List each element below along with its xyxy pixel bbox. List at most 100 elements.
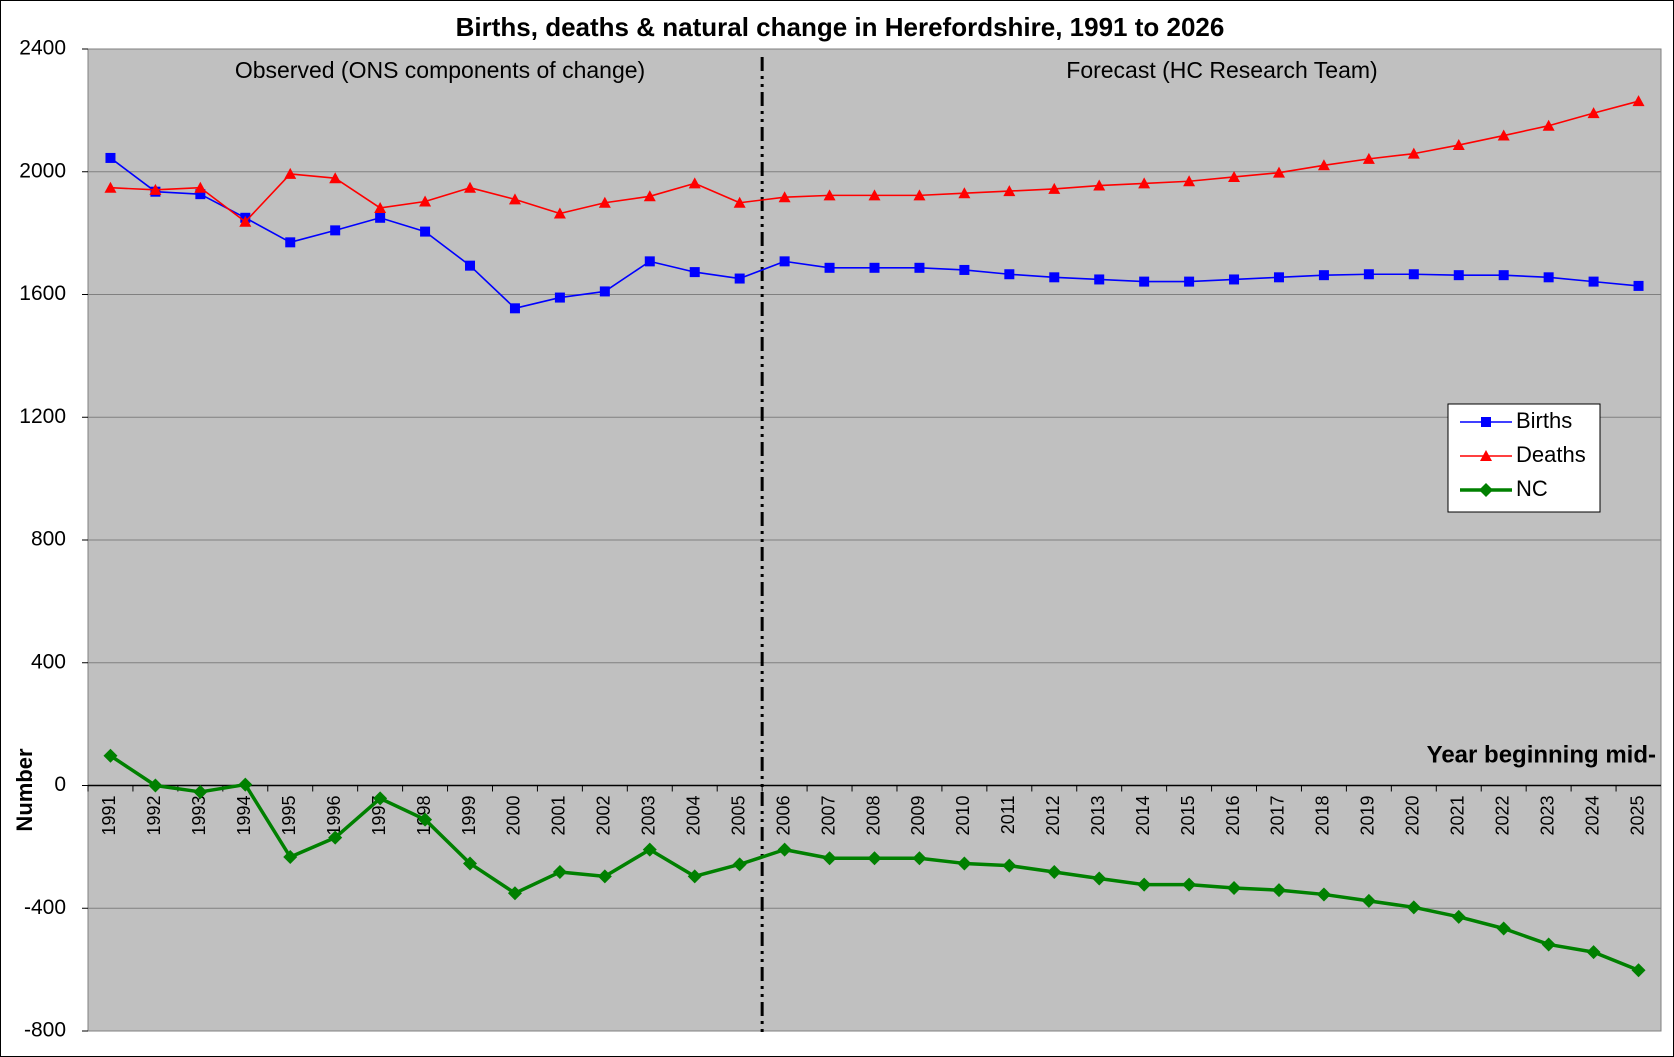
marker <box>195 189 206 200</box>
x-tick-label: 1996 <box>324 796 344 836</box>
marker <box>643 190 656 202</box>
x-tick-label: 2004 <box>683 796 703 836</box>
marker <box>239 215 252 227</box>
y-tick-label: 0 <box>54 773 66 796</box>
x-tick-label: 2000 <box>504 796 524 836</box>
marker <box>734 273 745 284</box>
marker <box>1047 865 1062 880</box>
x-tick-label: 1992 <box>144 796 164 836</box>
marker <box>1480 450 1492 461</box>
marker <box>1361 893 1376 908</box>
marker <box>1002 858 1017 873</box>
marker <box>194 181 207 193</box>
marker <box>1271 883 1286 898</box>
marker <box>689 267 700 278</box>
marker <box>599 286 610 297</box>
x-tick-label: 2005 <box>728 796 748 836</box>
x-tick-label: 2001 <box>549 796 569 836</box>
marker <box>732 857 747 872</box>
marker <box>1272 166 1285 178</box>
x-tick-label: 2009 <box>908 796 928 836</box>
marker <box>328 830 343 845</box>
marker <box>1138 177 1151 189</box>
marker <box>1093 179 1106 191</box>
marker <box>465 260 476 271</box>
y-tick-label: 400 <box>31 650 66 673</box>
marker <box>284 167 297 179</box>
marker <box>1408 269 1419 280</box>
marker <box>958 187 971 199</box>
x-tick-label: 1991 <box>99 796 119 836</box>
marker <box>1273 272 1284 283</box>
x-tick-label: 2016 <box>1223 796 1243 836</box>
marker <box>778 191 791 203</box>
x-tick-label: 2025 <box>1627 796 1647 836</box>
x-tick-label: 2015 <box>1178 796 1198 836</box>
y-tick-label: 2400 <box>19 37 66 60</box>
marker <box>644 256 655 267</box>
x-tick-label: 2014 <box>1133 796 1153 836</box>
marker <box>1318 270 1329 281</box>
marker <box>554 292 565 303</box>
marker <box>285 237 296 248</box>
x-tick-label: 2018 <box>1313 796 1333 836</box>
x-tick-label: 2022 <box>1492 796 1512 836</box>
marker <box>420 226 431 237</box>
marker <box>1588 276 1599 287</box>
marker <box>1227 880 1242 895</box>
x-tick-label: 2013 <box>1088 796 1108 836</box>
marker <box>148 778 163 793</box>
marker <box>1479 483 1493 497</box>
marker <box>779 256 790 267</box>
marker <box>642 842 657 857</box>
marker <box>552 865 567 880</box>
marker <box>822 851 837 866</box>
marker <box>1541 937 1556 952</box>
marker <box>1497 129 1510 141</box>
marker <box>868 189 881 201</box>
y-tick-label: -800 <box>24 1019 66 1042</box>
marker <box>914 262 925 273</box>
marker <box>687 869 702 884</box>
x-tick-label: 2006 <box>773 796 793 836</box>
x-tick-label: 2021 <box>1448 796 1468 836</box>
x-tick-label: 2002 <box>594 796 614 836</box>
marker <box>553 207 566 219</box>
marker <box>418 812 433 827</box>
x-tick-label: 1995 <box>279 796 299 836</box>
marker <box>598 196 611 208</box>
marker <box>1586 945 1601 960</box>
marker <box>1481 417 1491 427</box>
marker <box>507 886 522 901</box>
marker <box>509 303 520 314</box>
x-axis-label: Year beginning mid- <box>1427 741 1656 768</box>
marker <box>1048 182 1061 194</box>
marker <box>1184 276 1195 287</box>
marker <box>597 869 612 884</box>
marker <box>823 189 836 201</box>
marker <box>1632 95 1645 107</box>
marker <box>375 212 386 223</box>
marker <box>373 791 388 806</box>
marker <box>1406 900 1421 915</box>
marker <box>104 181 117 193</box>
marker <box>1631 963 1646 978</box>
marker <box>1229 274 1240 285</box>
marker <box>508 193 521 205</box>
x-tick-label: 2020 <box>1403 796 1423 836</box>
marker <box>1003 185 1016 197</box>
marker <box>1542 119 1555 131</box>
marker <box>149 183 162 195</box>
y-tick-label: 800 <box>31 528 66 551</box>
marker <box>913 189 926 201</box>
marker <box>1407 147 1420 159</box>
x-tick-label: 2024 <box>1582 796 1602 836</box>
marker <box>283 850 298 865</box>
marker <box>193 784 208 799</box>
marker <box>957 856 972 871</box>
marker <box>464 181 477 193</box>
marker <box>912 851 927 866</box>
marker <box>777 842 792 857</box>
marker <box>330 225 341 236</box>
